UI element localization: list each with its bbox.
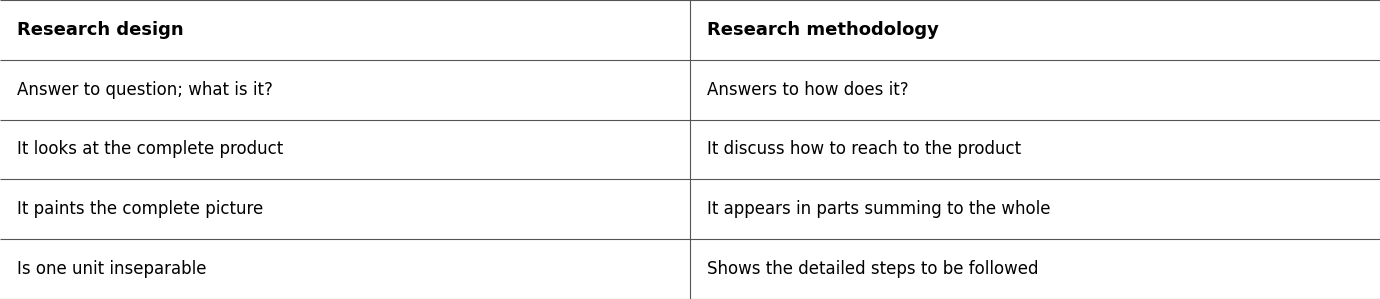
Text: It looks at the complete product: It looks at the complete product (17, 141, 283, 158)
Text: Shows the detailed steps to be followed: Shows the detailed steps to be followed (707, 260, 1038, 278)
Text: It discuss how to reach to the product: It discuss how to reach to the product (707, 141, 1021, 158)
Text: Research design: Research design (17, 21, 184, 39)
Text: It appears in parts summing to the whole: It appears in parts summing to the whole (707, 200, 1050, 218)
Text: It paints the complete picture: It paints the complete picture (17, 200, 262, 218)
Text: Answer to question; what is it?: Answer to question; what is it? (17, 81, 272, 99)
Text: Is one unit inseparable: Is one unit inseparable (17, 260, 206, 278)
Text: Answers to how does it?: Answers to how does it? (707, 81, 908, 99)
Text: Research methodology: Research methodology (707, 21, 938, 39)
